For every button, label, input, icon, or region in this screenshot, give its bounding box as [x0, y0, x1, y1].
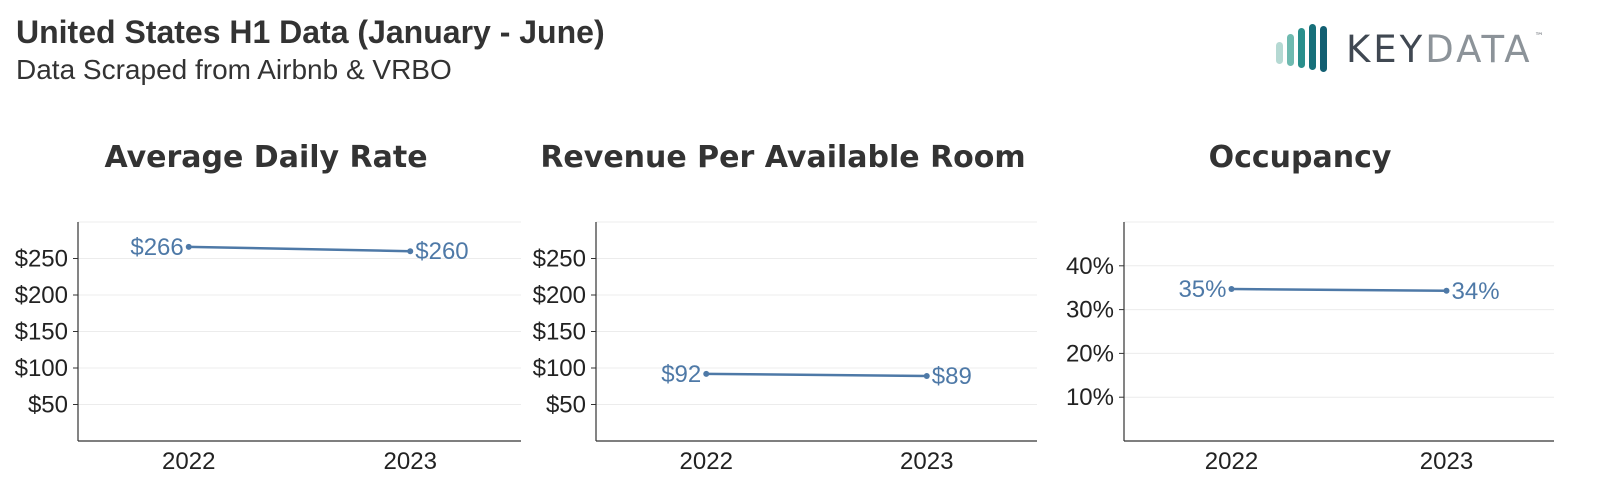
data-label-revpar: $92 [661, 361, 701, 388]
y-tick-label: $200 [15, 282, 68, 309]
chart-title-revpar: Revenue Per Available Room [540, 140, 1026, 175]
y-tick-label: $100 [15, 355, 68, 382]
chart-title-occupancy: Occupancy [1208, 140, 1392, 175]
y-tick-label: $250 [533, 246, 586, 273]
data-point-revpar [703, 370, 710, 377]
data-label-adr: $266 [130, 234, 183, 261]
y-tick-label: $150 [533, 319, 586, 346]
x-tick-label: 2022 [1205, 448, 1258, 475]
logo-bar-1 [1276, 42, 1283, 64]
keydata-logo-icon [1276, 24, 1327, 72]
page-subtitle: Data Scraped from Airbnb & VRBO [16, 54, 452, 85]
data-label-adr: $260 [415, 238, 468, 265]
logo-trademark: ™ [1534, 32, 1547, 42]
logo-text-key: KEY [1346, 28, 1426, 71]
y-tick-label: 30% [1066, 297, 1114, 324]
y-tick-label: $50 [546, 392, 586, 419]
series-line-adr [188, 245, 411, 253]
logo-bar-2 [1287, 34, 1294, 66]
data-label-occupancy: 35% [1178, 276, 1226, 303]
data-point-occupancy [1443, 287, 1450, 294]
data-point-adr [185, 243, 192, 250]
y-tick-label: $100 [533, 355, 586, 382]
data-label-revpar: $89 [932, 363, 972, 390]
x-tick-label: 2022 [162, 448, 215, 475]
logo-wordmark: KEYDATA ™ [1346, 28, 1547, 71]
y-tick-label: 10% [1066, 384, 1114, 411]
chart-revpar: $50 $100 $150 $200 $250 2022 2023 $92 $89 [533, 221, 1037, 475]
data-point-occupancy [1228, 286, 1235, 293]
logo-bar-3 [1298, 28, 1305, 68]
chart-occupancy: 10% 20% 30% 40% 2022 2023 35% 34% [1066, 221, 1554, 475]
y-tick-label: $250 [15, 246, 68, 273]
chart-adr: $50 $100 $150 $200 $250 2022 2023 $266 $260 [15, 221, 521, 475]
y-tick-label: $200 [533, 282, 586, 309]
page-title: United States H1 Data (January - June) [16, 14, 605, 50]
x-tick-label: 2023 [1420, 448, 1473, 475]
data-label-occupancy: 34% [1452, 278, 1500, 305]
data-point-revpar [923, 373, 930, 380]
data-point-adr [407, 248, 414, 255]
logo-bar-4 [1309, 24, 1316, 70]
y-tick-label: $150 [15, 319, 68, 346]
y-tick-label: $50 [28, 392, 68, 419]
x-tick-label: 2023 [384, 448, 437, 475]
y-tick-label: 20% [1066, 340, 1114, 367]
logo-text-data: DATA [1425, 28, 1533, 71]
logo-bar-5 [1320, 26, 1327, 72]
chart-title-adr: Average Daily Rate [104, 140, 428, 175]
x-tick-label: 2023 [900, 448, 953, 475]
series-line-revpar [706, 372, 927, 378]
y-tick-label: 40% [1066, 253, 1114, 280]
x-tick-label: 2022 [680, 448, 733, 475]
series-line-occupancy [1231, 287, 1447, 293]
